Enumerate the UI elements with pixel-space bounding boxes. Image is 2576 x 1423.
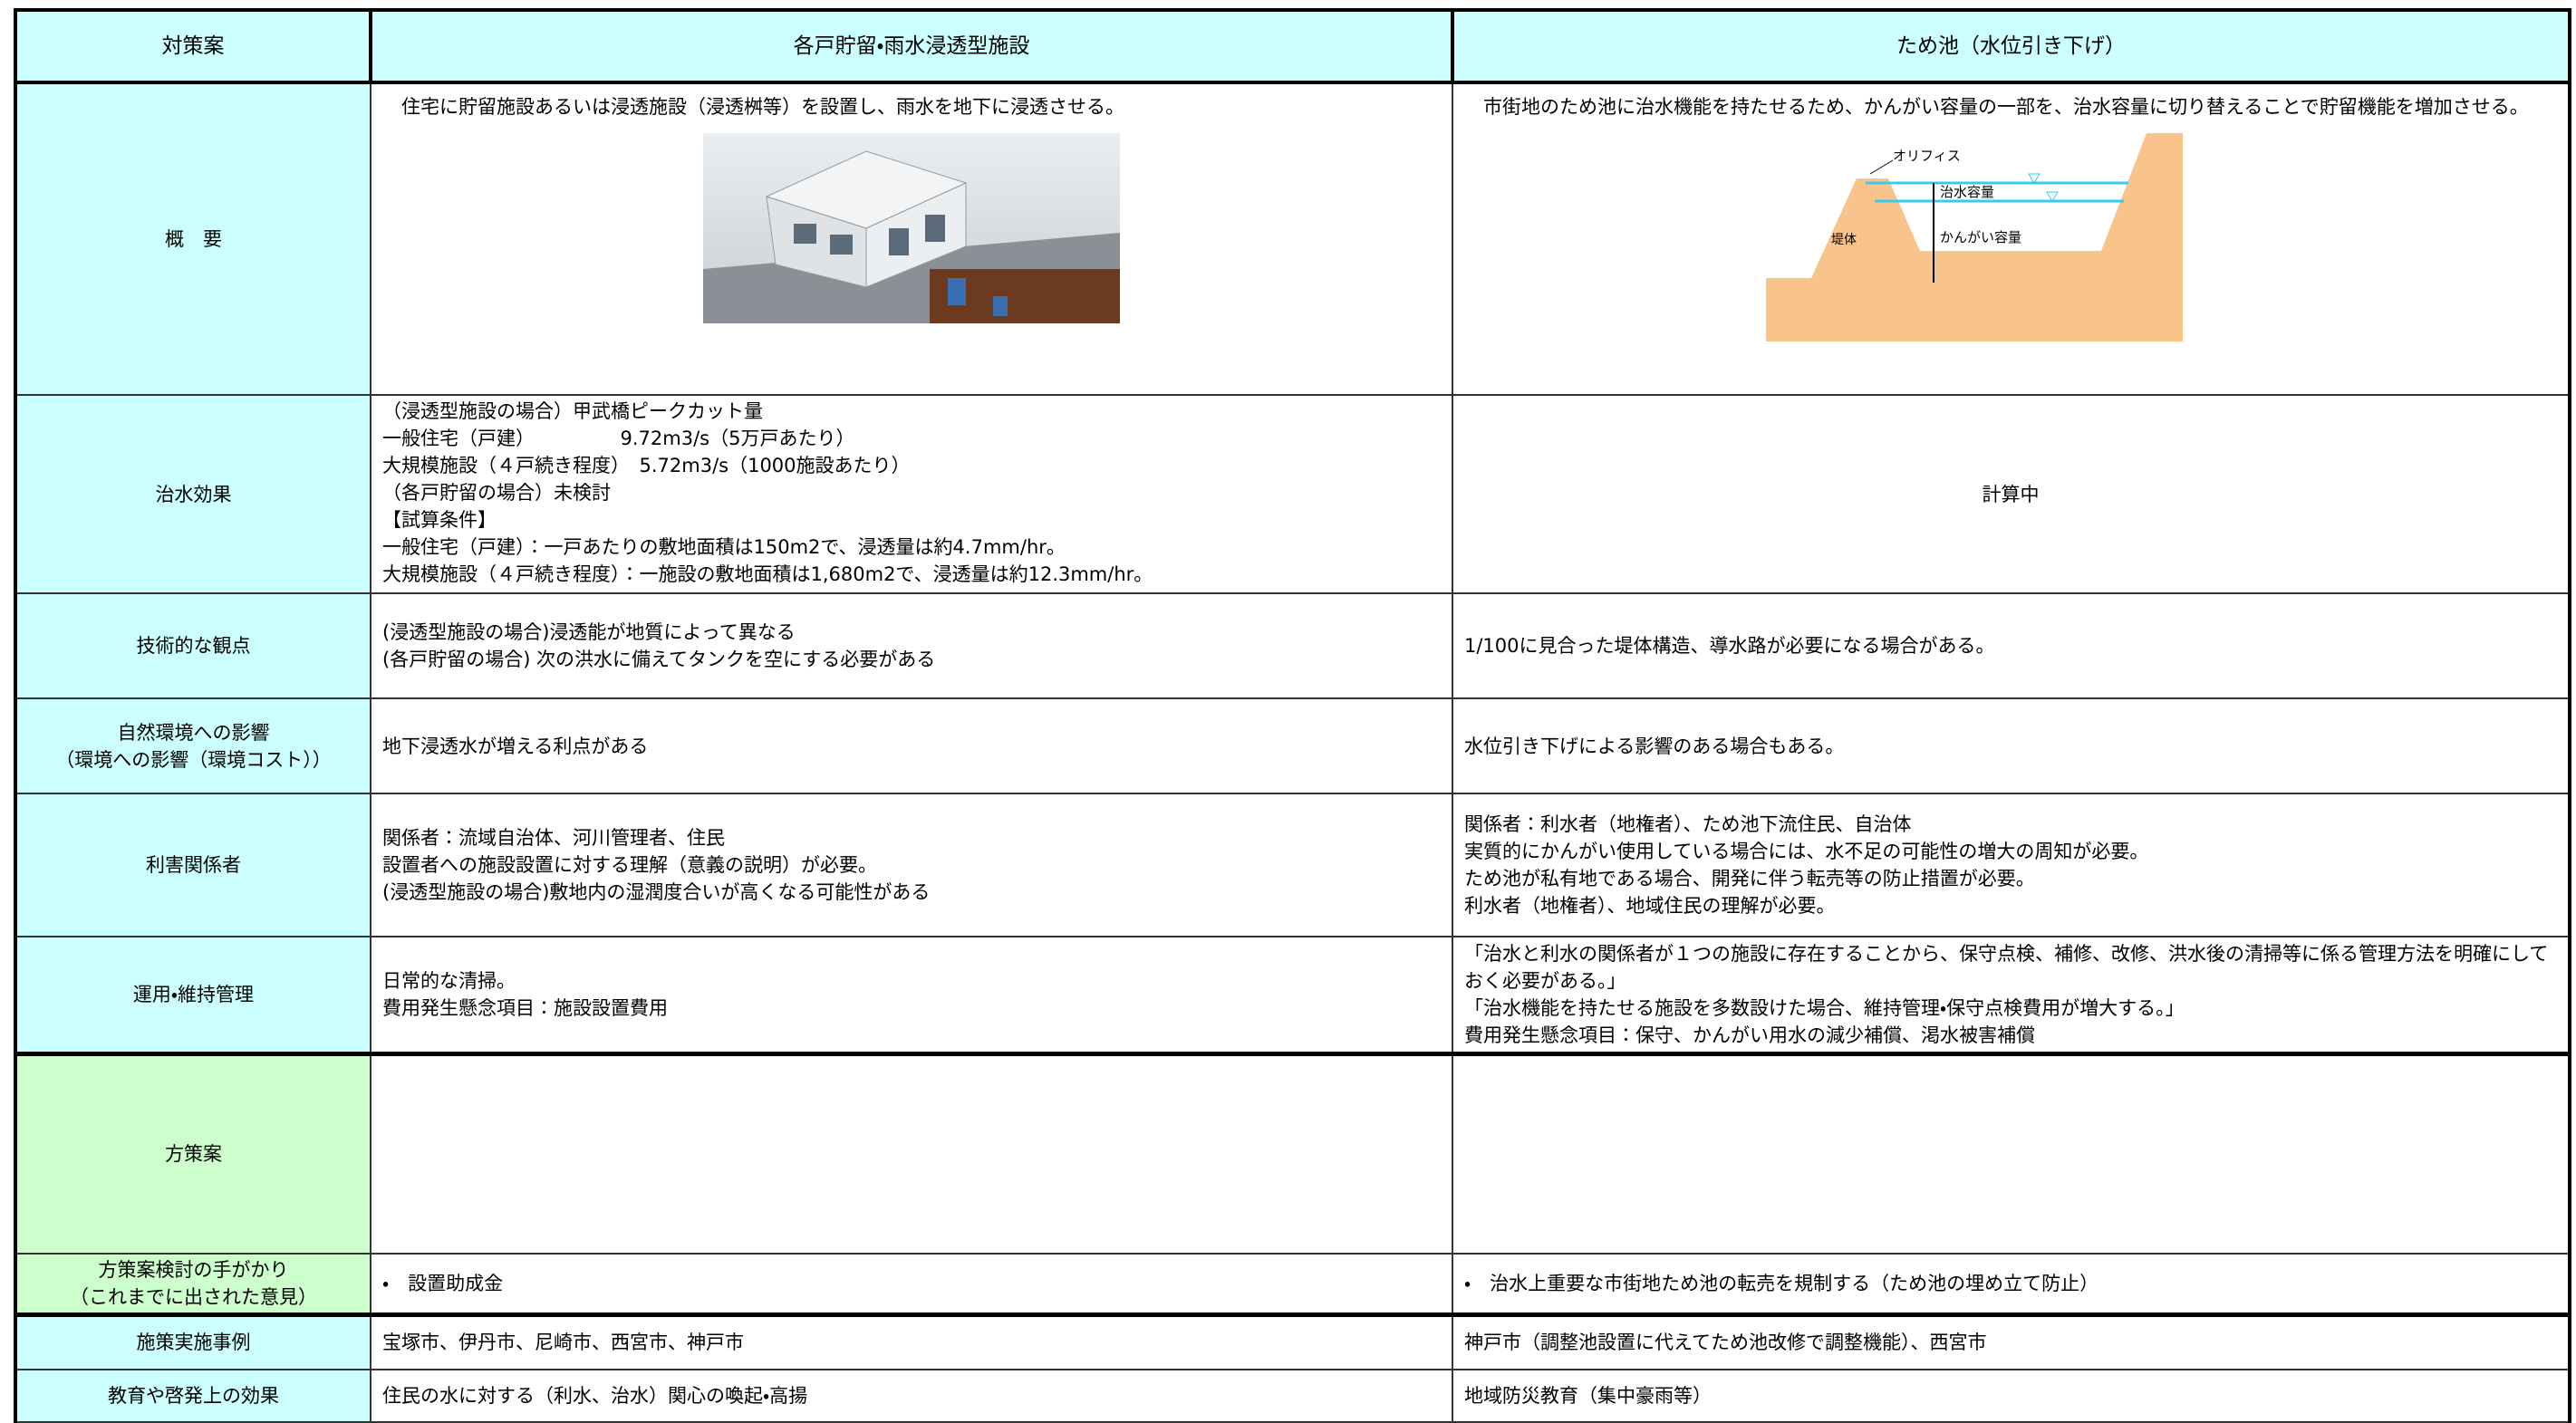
- row-label: 自然環境への影響 （環境への影響（環境コスト））: [14, 697, 371, 794]
- cell-text: 神戸市（調整池設置に代えてため池改修で調整機能）、西宮市: [1464, 1332, 1987, 1354]
- cell: [1452, 1051, 2571, 1255]
- diagram-label: 治水容量: [1940, 184, 1994, 200]
- cell-text: 【試算条件】: [382, 509, 497, 531]
- cell: ・ 治水上重要な市街地ため池の転売を規制する（ため池の埋め立て防止）: [1452, 1253, 2571, 1316]
- cell: 宝塚市、伊丹市、尼崎市、西宮市、神戸市: [370, 1312, 1453, 1370]
- diagram-label: かんがい容量: [1940, 229, 2021, 245]
- cell-text: （浸透型施設の場合）甲武橋ピークカット量: [382, 400, 763, 422]
- label-text: 運用・維持管理: [132, 983, 255, 1005]
- cell-text: (浸透型施設の場合)敷地内の湿潤度合いが高くなる可能性がある: [382, 881, 931, 903]
- cell-text: 利水者（地権者）、地域住民の理解が必要。: [1464, 895, 1836, 917]
- cell: 関係者：利水者（地権者）、ため池下流住民、自治体実質的にかんがい使用している場合…: [1452, 793, 2571, 937]
- cell-text: ・ 治水上重要な市街地ため池の転売を規制する（ため池の埋め立て防止）: [1464, 1273, 2099, 1294]
- row-label: 治水効果: [14, 394, 371, 594]
- comparison-table: 対策案 各戸貯留・雨水浸透型施設 ため池（水位引き下げ） 概 要 住宅に貯留施設…: [14, 8, 2571, 1423]
- label-text: 治水効果: [155, 483, 232, 505]
- header-cell: 各戸貯留・雨水浸透型施設: [369, 8, 1454, 84]
- table-body: 概 要 住宅に貯留施設あるいは浸透施設（浸透桝等）を設置し、雨水を地下に浸透させ…: [14, 82, 2571, 1423]
- row-label: 利害関係者: [14, 793, 371, 937]
- cell-text: 住宅に貯留施設あるいは浸透施設（浸透桝等）を設置し、雨水を地下に浸透させる。: [382, 96, 1124, 118]
- cell-text: ため池が私有地である場合、開発に伴う転売等の防止措置が必要。: [1464, 868, 2035, 889]
- cell: 関係者：流域自治体、河川管理者、住民設置者への施設設置に対する理解（意義の説明）…: [370, 793, 1453, 937]
- cell: 神戸市（調整池設置に代えてため池改修で調整機能）、西宮市: [1452, 1312, 2571, 1370]
- cell: 地域防災教育（集中豪雨等）: [1452, 1368, 2571, 1423]
- table-row: 教育や啓発上の効果 住民の水に対する（利水、治水）関心の喚起・高揚 地域防災教育（集…: [14, 1368, 2571, 1423]
- cell-text: 市街地のため池に治水機能を持たせるため、かんがい容量の一部を、治水容量に切り替え…: [1464, 96, 2529, 118]
- table-row: 概 要 住宅に貯留施設あるいは浸透施設（浸透桝等）を設置し、雨水を地下に浸透させ…: [14, 82, 2571, 396]
- table-row: 方策案: [14, 1051, 2571, 1255]
- label-text: 方策案検討の手がかり: [98, 1259, 289, 1281]
- cell-text: 費用発生懸念項目：施設設置費用: [382, 996, 668, 1019]
- table-row: 利害関係者 関係者：流域自治体、河川管理者、住民設置者への施設設置に対する理解（意…: [14, 793, 2571, 937]
- label-text: 技術的な観点: [136, 635, 251, 657]
- cell: 水位引き下げによる影響のある場合もある。: [1452, 697, 2571, 794]
- cell: （浸透型施設の場合）甲武橋ピークカット量一般住宅（戸建） 9.72m3/s（5万…: [370, 394, 1453, 594]
- diagram-label: 堤体: [1831, 233, 1857, 247]
- cell-text: 日常的な清掃。: [382, 969, 516, 992]
- cell: 計算中: [1452, 394, 2571, 594]
- table-row: 治水効果 （浸透型施設の場合）甲武橋ピークカット量一般住宅（戸建） 9.72m3/…: [14, 394, 2571, 594]
- cell: ・ 設置助成金: [370, 1253, 1453, 1316]
- label-text: 方策案: [165, 1143, 222, 1166]
- row-label: 方策案検討の手がかり （これまでに出された意見）: [14, 1253, 371, 1316]
- cell-text: 住民の水に対する（利水、治水）関心の喚起・高揚: [382, 1384, 808, 1407]
- diagram-label: オリフィス: [1893, 148, 1961, 164]
- cell-text: 大規模施設（４戸続き程度） 5.72m3/s（1000施設あたり）: [382, 455, 911, 476]
- row-label: 教育や啓発上の効果: [14, 1368, 371, 1423]
- table-row: 自然環境への影響 （環境への影響（環境コスト）） 地下浸透水が増える利点がある 水位引…: [14, 697, 2571, 794]
- cell: 住宅に貯留施設あるいは浸透施設（浸透桝等）を設置し、雨水を地下に浸透させる。: [370, 82, 1453, 396]
- house-illustration: [703, 133, 1120, 323]
- cell: 日常的な清掃。費用発生懸念項目：施設設置費用: [370, 936, 1453, 1054]
- cell-text: ・ 設置助成金: [382, 1273, 504, 1294]
- cell-text: 「治水と利水の関係者が１つの施設に存在することから、保守点検、補修、改修、洪水後…: [1464, 942, 2549, 992]
- row-label: 方策案: [14, 1051, 371, 1255]
- label-text: 概 要: [165, 228, 222, 250]
- cell: 「治水と利水の関係者が１つの施設に存在することから、保守点検、補修、改修、洪水後…: [1452, 936, 2571, 1054]
- cell-text: 水位引き下げによる影響のある場合もある。: [1464, 735, 1845, 757]
- label-text: 利害関係者: [146, 854, 241, 876]
- cell: (浸透型施設の場合)浸透能が地質によって異なる (各戸貯留の場合) 次の洪水に備え…: [370, 592, 1453, 699]
- header-cell: ため池（水位引き下げ）: [1451, 8, 2571, 84]
- header-cell: 対策案: [14, 8, 372, 84]
- cell-text: 関係者：利水者（地権者）、ため池下流住民、自治体: [1464, 813, 1912, 835]
- cell-text: 地下浸透水が増える利点がある: [382, 735, 649, 757]
- cell: 住民の水に対する（利水、治水）関心の喚起・高揚: [370, 1368, 1453, 1423]
- cell-text: （各戸貯留の場合）未検討: [382, 482, 611, 504]
- cell: 市街地のため池に治水機能を持たせるため、かんがい容量の一部を、治水容量に切り替え…: [1452, 82, 2571, 396]
- label-text: 自然環境への影響: [117, 721, 270, 744]
- table-row: 技術的な観点 (浸透型施設の場合)浸透能が地質によって異なる (各戸貯留の場合) 次…: [14, 592, 2571, 699]
- cell-text: 関係者：流域自治体、河川管理者、住民: [382, 827, 725, 849]
- table-row: 運用・維持管理 日常的な清掃。 費用発生懸念項目：施設設置費用 「治水と利水の関係者が…: [14, 936, 2571, 1054]
- cell-text: 一般住宅（戸建） 9.72m3/s（5万戸あたり）: [382, 428, 855, 449]
- label-text: 教育や啓発上の効果: [108, 1384, 279, 1407]
- pond-diagram: オリフィス 治水容量 かんがい容量 堤体: [1766, 133, 2183, 341]
- label-text: 施策実施事例: [136, 1332, 251, 1354]
- cell-text: (浸透型施設の場合)浸透能が地質によって異なる: [382, 621, 796, 643]
- cell-text: 地域防災教育（集中豪雨等）: [1464, 1384, 1712, 1407]
- cell-text: 計算中: [1982, 483, 2040, 505]
- label-text: （これまでに出された意見）: [70, 1286, 317, 1308]
- cell-text: 一般住宅（戸建）：一戸あたりの敷地面積は150m2で、浸透量は約4.7mm/hr…: [382, 536, 1066, 558]
- cell-text: 「治水機能を持たせる施設を多数設けた場合、維持管理・保守点検費用が増大する。」: [1464, 996, 2185, 1019]
- cell-text: 1/100に見合った堤体構造、導水路が必要になる場合がある。: [1464, 635, 1995, 657]
- row-label: 運用・維持管理: [14, 936, 371, 1054]
- header-row: 対策案 各戸貯留・雨水浸透型施設 ため池（水位引き下げ）: [14, 8, 2571, 84]
- table-row: 方策案検討の手がかり （これまでに出された意見） ・ 設置助成金 ・ 治水上重要な市街…: [14, 1253, 2571, 1316]
- cell-text: 実質的にかんがい使用している場合には、水不足の可能性の増大の周知が必要。: [1464, 841, 2149, 862]
- cell-text: 設置者への施設設置に対する理解（意義の説明）が必要。: [382, 854, 877, 876]
- cell-text: 費用発生懸念項目：保守、かんがい用水の減少補償、渇水被害補償: [1464, 1024, 2035, 1046]
- row-label: 技術的な観点: [14, 592, 371, 699]
- cell-text: (各戸貯留の場合) 次の洪水に備えてタンクを空にする必要がある: [382, 649, 936, 670]
- cell-text: 大規模施設（４戸続き程度）：一施設の敷地面積は1,680m2で、浸透量は約12.…: [382, 563, 1153, 585]
- cell: 1/100に見合った堤体構造、導水路が必要になる場合がある。: [1452, 592, 2571, 699]
- cell: [370, 1051, 1453, 1255]
- cell: 地下浸透水が増える利点がある: [370, 697, 1453, 794]
- cell-text: 宝塚市、伊丹市、尼崎市、西宮市、神戸市: [382, 1332, 744, 1354]
- table-row: 施策実施事例 宝塚市、伊丹市、尼崎市、西宮市、神戸市 神戸市（調整池設置に代えてため…: [14, 1312, 2571, 1370]
- label-text: （環境への影響（環境コスト））: [55, 748, 332, 771]
- row-label: 施策実施事例: [14, 1312, 371, 1370]
- row-label: 概 要: [14, 82, 371, 396]
